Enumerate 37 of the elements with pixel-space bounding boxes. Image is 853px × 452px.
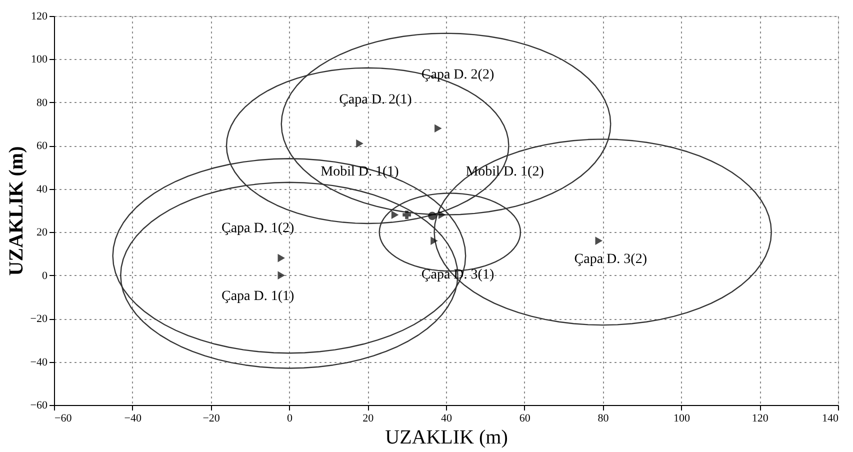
x-tick-label: 120	[752, 412, 769, 424]
x-tick-label: 100	[673, 412, 690, 424]
point	[278, 254, 285, 262]
point	[428, 212, 436, 220]
y-tick-label: 0	[42, 270, 48, 282]
x-axis-title: UZAKLIK (m)	[385, 426, 508, 448]
point	[595, 236, 603, 245]
y-tick-label: 40	[36, 183, 48, 196]
y-tick-label: −20	[30, 313, 48, 326]
point	[278, 271, 285, 280]
y-tick-label: 120	[31, 10, 48, 22]
x-tick-label: 20	[362, 412, 374, 424]
x-tick-label: 140	[822, 412, 839, 424]
x-tick-label: 80	[598, 412, 610, 424]
annotation: Çapa D. 1(1)	[221, 289, 295, 304]
y-tick-label: −60	[30, 400, 48, 412]
annotation: Çapa D. 1(2)	[221, 221, 295, 236]
x-tick-label: −40	[124, 412, 142, 424]
annotation: Çapa D. 2(1)	[339, 92, 412, 108]
y-tick-label: 100	[31, 54, 48, 66]
point	[430, 236, 438, 245]
x-tick-label: 60	[519, 412, 531, 424]
x-tick-label: 40	[441, 412, 452, 424]
point	[434, 124, 442, 133]
y-tick-label: 80	[36, 96, 48, 109]
point	[438, 210, 446, 220]
point	[356, 139, 364, 148]
x-tick-label: −20	[202, 412, 220, 424]
x-tick-label: −60	[54, 412, 72, 424]
y-tick-label: 20	[36, 226, 48, 239]
annotation: Çapa D. 3(2)	[574, 252, 648, 268]
y-tick-label: 60	[36, 140, 48, 152]
y-axis-title: UZAKLIK (m)	[5, 146, 28, 276]
point	[391, 210, 399, 220]
y-tick-label: −40	[30, 356, 48, 368]
x-tick-label: 0	[286, 412, 293, 424]
point	[402, 210, 411, 220]
